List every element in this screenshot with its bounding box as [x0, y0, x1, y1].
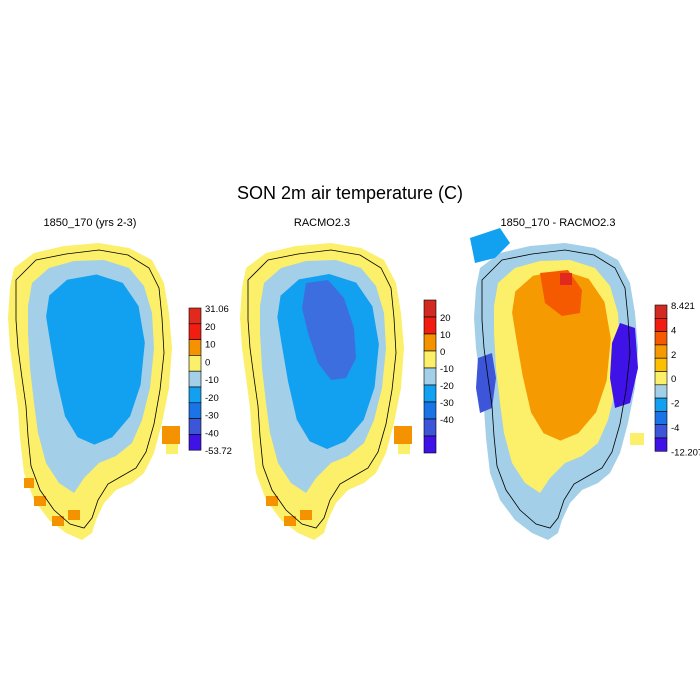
panel-1-colorbar-swatches	[188, 307, 202, 451]
colorbar-label: -10	[440, 364, 454, 375]
colorbar-label: 0	[440, 347, 445, 358]
colorbar-label: 10	[440, 330, 451, 341]
colorbar-swatch	[654, 318, 668, 332]
colorbar-label: 4	[671, 325, 676, 336]
colorbar-label: -10	[205, 375, 219, 386]
panel-2-colorbar-labels: 20 10 0 -10 -20 -30 -40	[440, 313, 454, 426]
colorbar-label: -12.207	[671, 447, 700, 458]
colorbar-swatch	[423, 401, 437, 420]
colorbar-label: 31.06	[205, 304, 229, 315]
colorbar-label: 20	[205, 322, 216, 333]
colorbar-swatch	[654, 357, 668, 372]
colorbar-swatch	[654, 397, 668, 412]
colorbar-swatch	[423, 299, 437, 318]
panel-3-colorbar: 8.421 4 2 0 -2 -4 -12.207	[654, 301, 700, 458]
colorbar-label: -2	[671, 399, 679, 410]
colorbar-swatch	[654, 437, 668, 452]
colorbar-label: -40	[440, 415, 454, 426]
colorbar-swatch	[188, 434, 202, 451]
panel-3: 1850_170 - RACMO2.3 8.421 4 2 0 -2 -4 -12.207	[470, 217, 700, 540]
colorbar-swatch	[654, 384, 668, 399]
colorbar-label: -4	[671, 423, 679, 434]
colorbar-swatch	[188, 418, 202, 435]
colorbar-swatch	[188, 402, 202, 419]
colorbar-label: -20	[440, 381, 454, 392]
panel-2-title: RACMO2.3	[294, 217, 350, 229]
colorbar-swatch	[423, 350, 437, 369]
colorbar-swatch	[188, 370, 202, 388]
colorbar-label: -40	[205, 428, 219, 439]
colorbar-swatch	[423, 333, 437, 352]
panel-2-colorbar-swatches	[423, 299, 437, 454]
panel-3-map	[470, 228, 644, 540]
panel-1-colorbar-labels: 31.06 20 10 0 -10 -20 -30 -40 -53.72	[205, 304, 232, 457]
colorbar-label: 20	[440, 313, 451, 324]
colorbar-swatch	[654, 371, 668, 386]
colorbar-swatch	[188, 339, 202, 356]
figure-title: SON 2m air temperature (C)	[237, 183, 463, 203]
colorbar-label: -30	[440, 398, 454, 409]
colorbar-swatch	[654, 331, 668, 346]
colorbar-swatch	[188, 355, 202, 372]
colorbar-swatch	[188, 307, 202, 325]
panel-1: 1850_170 (yrs 2-3) 31.06 20 10 0 -10 -20 -30 -4…	[8, 217, 232, 540]
colorbar-swatch	[654, 411, 668, 426]
colorbar-label: -30	[205, 411, 219, 422]
colorbar-label: 0	[205, 357, 210, 368]
colorbar-label: -53.72	[205, 446, 232, 457]
colorbar-label: 10	[205, 340, 216, 351]
panel-1-colorbar: 31.06 20 10 0 -10 -20 -30 -40 -53.72	[188, 304, 232, 457]
colorbar-swatch	[423, 367, 437, 386]
colorbar-swatch	[188, 323, 202, 340]
colorbar-swatch	[188, 386, 202, 404]
colorbar-swatch	[654, 424, 668, 439]
panel-1-title: 1850_170 (yrs 2-3)	[44, 217, 137, 229]
panel-2-map	[240, 243, 412, 540]
panel-2: RACMO2.3 20 10 0 -10 -20 -30 -40	[240, 217, 454, 540]
panel-3-title: 1850_170 - RACMO2.3	[501, 217, 616, 229]
colorbar-label: 0	[671, 374, 676, 385]
colorbar-label: 2	[671, 350, 676, 361]
colorbar-label: 8.421	[671, 301, 695, 312]
colorbar-swatch	[423, 435, 437, 454]
panel-3-colorbar-swatches	[654, 304, 668, 452]
colorbar-swatch	[423, 418, 437, 437]
panel-2-colorbar: 20 10 0 -10 -20 -30 -40	[423, 299, 454, 454]
panel-1-map	[8, 243, 180, 540]
panel-3-colorbar-labels: 8.421 4 2 0 -2 -4 -12.207	[671, 301, 700, 458]
colorbar-label: -20	[205, 393, 219, 404]
colorbar-swatch	[654, 304, 668, 319]
colorbar-swatch	[423, 384, 437, 403]
colorbar-swatch	[654, 344, 668, 359]
colorbar-swatch	[423, 316, 437, 335]
